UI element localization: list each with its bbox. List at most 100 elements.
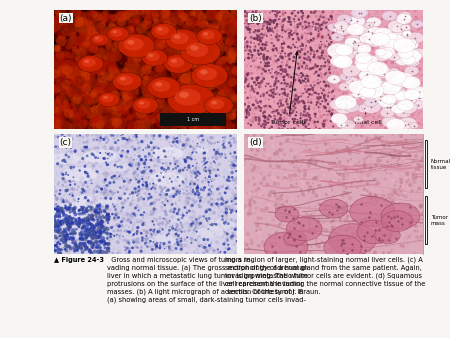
Point bbox=[101, 227, 108, 232]
Point bbox=[160, 52, 167, 57]
Point bbox=[97, 250, 104, 256]
Point bbox=[257, 99, 264, 104]
Point bbox=[83, 97, 90, 102]
Point bbox=[54, 244, 61, 249]
Point bbox=[60, 125, 68, 131]
Point bbox=[196, 171, 203, 176]
Point bbox=[143, 52, 150, 58]
Point bbox=[120, 76, 127, 81]
Point bbox=[134, 14, 141, 20]
Point bbox=[346, 50, 353, 55]
Point bbox=[155, 173, 162, 178]
Point bbox=[256, 98, 264, 104]
Point bbox=[397, 189, 405, 194]
Point bbox=[56, 120, 63, 125]
Point bbox=[176, 189, 184, 194]
Point bbox=[173, 143, 180, 149]
Point bbox=[111, 103, 118, 108]
Point bbox=[288, 45, 296, 50]
Point bbox=[178, 56, 185, 62]
Point bbox=[55, 237, 63, 243]
Point bbox=[286, 88, 293, 94]
Point bbox=[307, 108, 314, 114]
Point bbox=[286, 250, 293, 256]
Point bbox=[197, 16, 204, 22]
Point bbox=[266, 110, 274, 115]
Point bbox=[185, 13, 193, 18]
Point bbox=[183, 111, 190, 117]
Point bbox=[63, 219, 70, 224]
Point bbox=[327, 235, 334, 241]
Point bbox=[353, 56, 360, 62]
Point bbox=[344, 141, 351, 146]
Point bbox=[158, 41, 166, 46]
Point bbox=[77, 42, 84, 47]
Point bbox=[328, 113, 335, 119]
Point bbox=[168, 79, 175, 84]
Point bbox=[135, 140, 142, 146]
Point bbox=[408, 68, 415, 73]
Point bbox=[255, 59, 262, 64]
Point bbox=[191, 94, 198, 100]
Point bbox=[226, 181, 233, 186]
Point bbox=[415, 90, 423, 95]
Point bbox=[188, 40, 195, 46]
Point bbox=[405, 152, 413, 158]
Point bbox=[318, 114, 325, 119]
Point bbox=[227, 31, 234, 37]
Point bbox=[53, 156, 60, 162]
Point bbox=[196, 159, 203, 164]
Point bbox=[324, 94, 332, 99]
Point bbox=[305, 78, 312, 84]
Point bbox=[209, 243, 216, 248]
Point bbox=[259, 152, 266, 158]
Point bbox=[215, 42, 222, 47]
Point bbox=[72, 29, 79, 34]
Point bbox=[73, 238, 80, 243]
Point bbox=[246, 112, 253, 117]
Point bbox=[219, 48, 226, 53]
Point bbox=[114, 75, 122, 80]
Point bbox=[183, 207, 190, 212]
Point bbox=[74, 67, 81, 72]
Point bbox=[219, 63, 226, 69]
Point bbox=[305, 217, 312, 222]
Point bbox=[56, 222, 63, 227]
Point bbox=[302, 142, 310, 148]
Point bbox=[71, 111, 78, 117]
Point bbox=[229, 52, 236, 58]
Point bbox=[208, 95, 215, 100]
Point bbox=[76, 237, 84, 242]
Point bbox=[233, 90, 240, 95]
Point bbox=[331, 118, 338, 123]
Point bbox=[126, 35, 133, 41]
Point bbox=[243, 77, 250, 82]
Point bbox=[316, 67, 324, 73]
Point bbox=[177, 242, 184, 247]
Point bbox=[72, 13, 79, 19]
Point bbox=[244, 156, 252, 162]
Point bbox=[300, 73, 307, 78]
Point bbox=[279, 12, 287, 18]
Point bbox=[202, 32, 209, 38]
Point bbox=[200, 62, 207, 67]
Point bbox=[278, 122, 285, 128]
Point bbox=[123, 145, 130, 150]
Point bbox=[107, 234, 114, 240]
Point bbox=[188, 68, 195, 73]
Circle shape bbox=[401, 49, 422, 63]
Point bbox=[392, 65, 399, 71]
Point bbox=[209, 121, 216, 126]
Point bbox=[244, 18, 251, 24]
Point bbox=[363, 44, 370, 49]
Point bbox=[156, 43, 163, 48]
Point bbox=[298, 58, 306, 63]
Point bbox=[169, 181, 176, 186]
Point bbox=[192, 181, 199, 186]
Point bbox=[416, 140, 423, 145]
Point bbox=[98, 29, 105, 34]
Point bbox=[58, 134, 65, 140]
Point bbox=[264, 182, 271, 187]
Point bbox=[273, 118, 280, 123]
Point bbox=[198, 114, 206, 120]
